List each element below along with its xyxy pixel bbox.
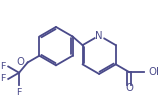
Text: F: F xyxy=(0,62,5,71)
Text: OH: OH xyxy=(148,67,158,77)
Text: N: N xyxy=(95,31,103,41)
Text: O: O xyxy=(17,57,25,67)
Text: F: F xyxy=(0,74,5,83)
Text: F: F xyxy=(16,88,22,97)
Text: O: O xyxy=(125,83,133,93)
